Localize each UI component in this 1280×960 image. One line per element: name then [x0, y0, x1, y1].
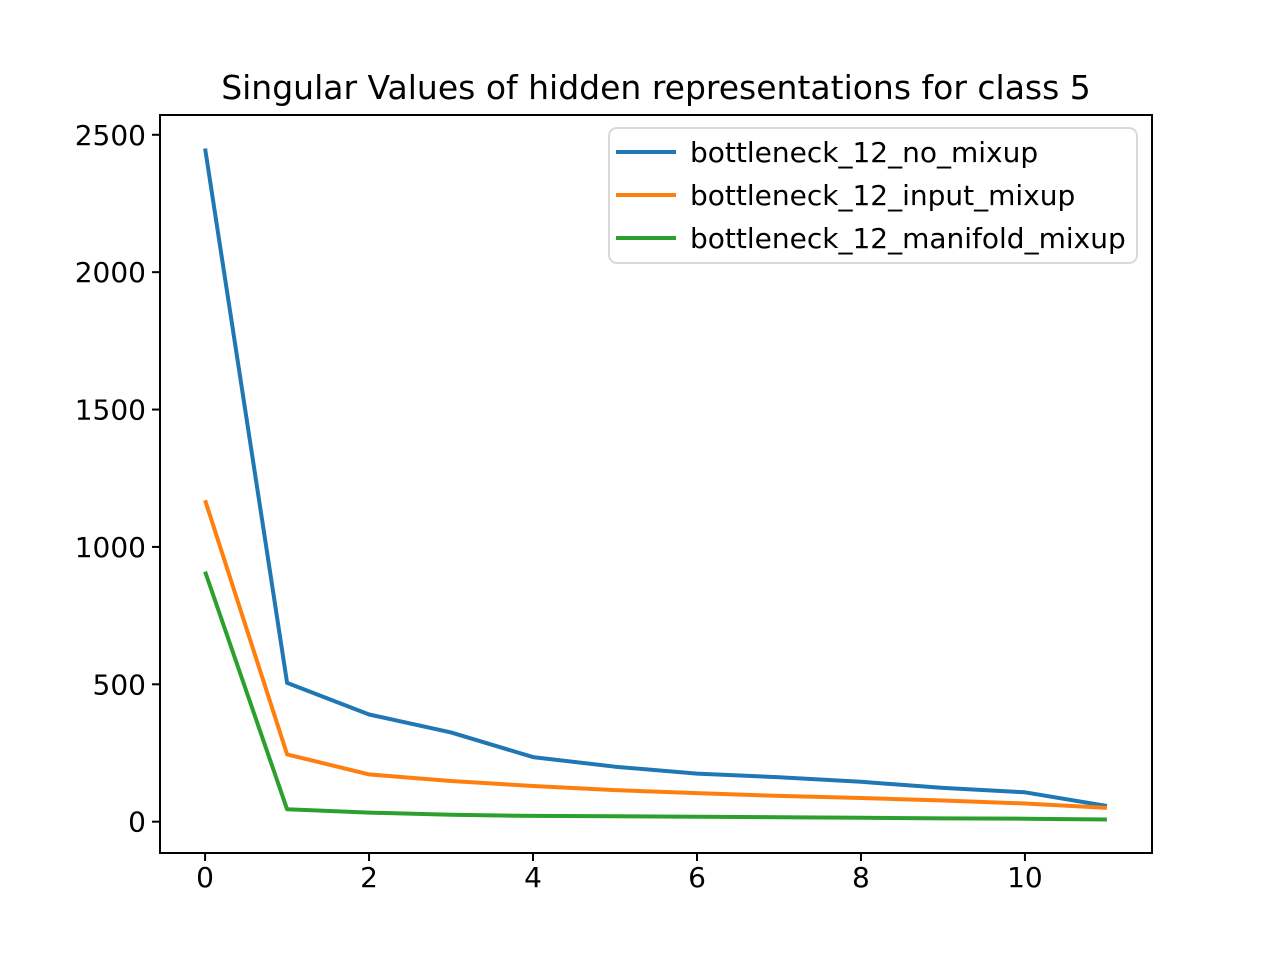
legend: bottleneck_12_no_mixup bottleneck_12_inpu…	[608, 127, 1138, 264]
y-tick-label: 2500	[75, 119, 146, 152]
series-line-bottleneck_12_input_mixup	[203, 499, 1108, 810]
legend-label: bottleneck_12_no_mixup	[690, 136, 1038, 169]
y-tick-label: 500	[93, 668, 146, 701]
y-tick-label: 1500	[75, 394, 146, 427]
x-tick-label: 2	[360, 861, 378, 894]
legend-item: bottleneck_12_manifold_mixup	[616, 222, 1126, 255]
y-tick-label: 0	[128, 806, 146, 839]
legend-label: bottleneck_12_input_mixup	[690, 179, 1075, 212]
x-tick-label: 0	[196, 861, 214, 894]
x-tick-label: 4	[524, 861, 542, 894]
y-tick-label: 2000	[75, 256, 146, 289]
legend-box	[608, 127, 1138, 264]
y-tick-label: 1000	[75, 531, 146, 564]
series-line-bottleneck_12_no_mixup	[203, 148, 1108, 808]
legend-item: bottleneck_12_input_mixup	[616, 179, 1075, 212]
axes-spines	[159, 114, 1153, 854]
x-tick-label: 8	[852, 861, 870, 894]
x-tick-label: 10	[1007, 861, 1043, 894]
legend-label: bottleneck_12_manifold_mixup	[690, 222, 1126, 255]
series-line-bottleneck_12_manifold_mixup	[203, 570, 1107, 822]
legend-item: bottleneck_12_no_mixup	[616, 136, 1038, 169]
plot-area: 0 2 4 6 8 10 0 500 1000 1500 2000 2500	[75, 114, 1153, 894]
x-tick-label: 6	[688, 861, 706, 894]
chart-title: Singular Values of hidden representation…	[221, 68, 1091, 107]
